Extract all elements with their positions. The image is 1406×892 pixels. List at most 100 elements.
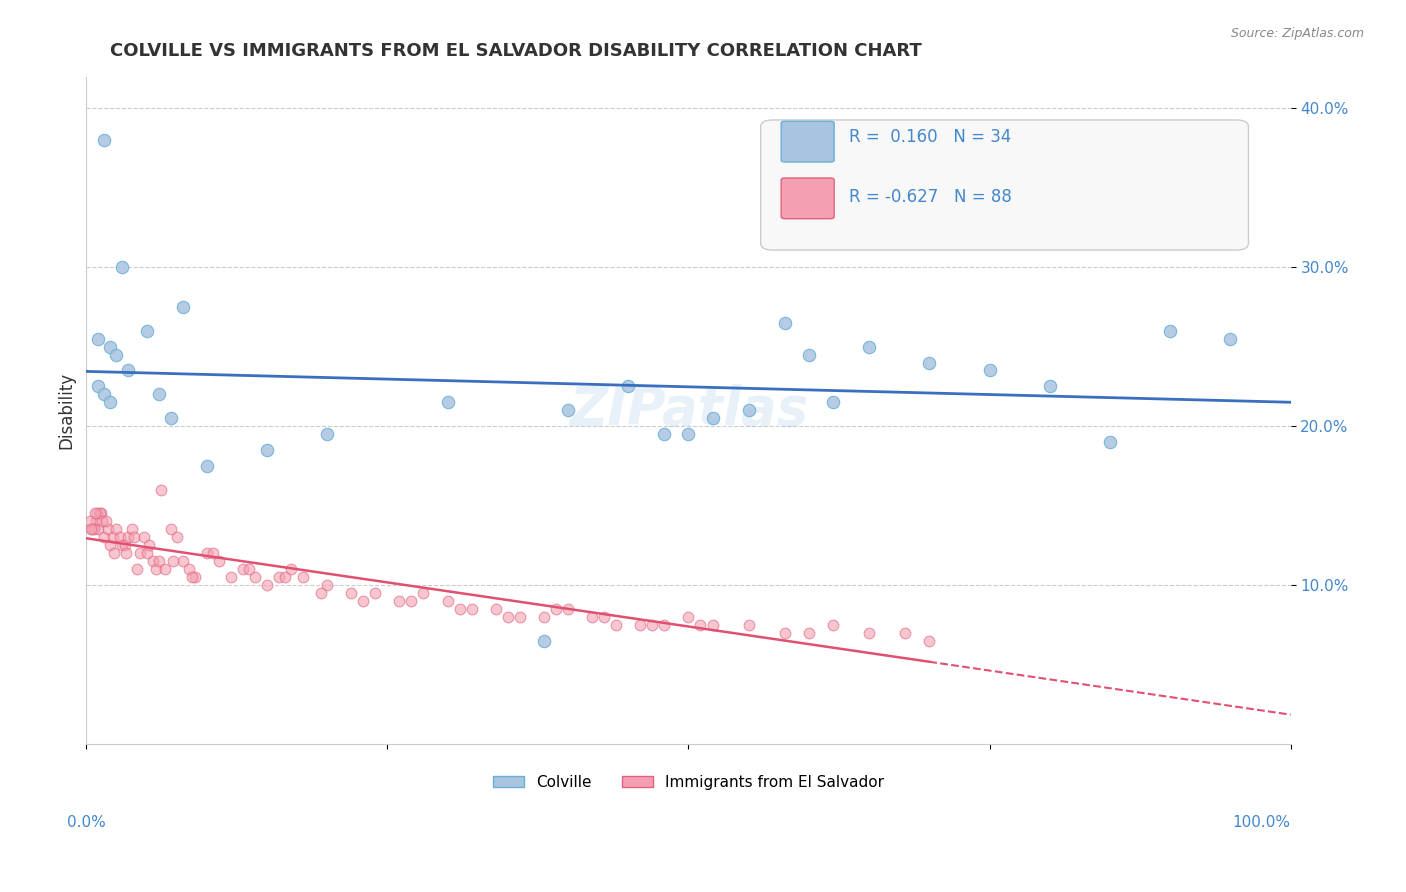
Point [449, 601, 471, 615]
Point [581, 609, 603, 624]
Point [159, 522, 181, 536]
Point [858, 625, 880, 640]
Point [316, 427, 339, 442]
Point [94, 515, 117, 529]
Point [797, 625, 820, 640]
Point [105, 348, 128, 362]
FancyBboxPatch shape [782, 121, 834, 162]
Point [352, 594, 374, 608]
Point [93, 133, 115, 147]
Point [219, 570, 242, 584]
Point [509, 609, 531, 624]
Point [132, 530, 155, 544]
Point [702, 411, 724, 425]
Point [340, 586, 363, 600]
Point [80, 522, 103, 536]
Point [105, 522, 128, 536]
Point [460, 601, 482, 615]
Point [280, 562, 302, 576]
Point [979, 363, 1001, 377]
Point [177, 562, 200, 576]
Point [1039, 379, 1062, 393]
Point [97, 522, 120, 536]
Point [436, 594, 458, 608]
Point [135, 324, 157, 338]
Point [918, 355, 941, 369]
Point [821, 617, 844, 632]
Point [172, 300, 194, 314]
Point [689, 617, 711, 632]
Point [121, 522, 143, 536]
Point [773, 625, 796, 640]
Point [436, 395, 458, 409]
Point [138, 538, 160, 552]
Point [605, 617, 627, 632]
Text: 0.0%: 0.0% [67, 815, 105, 830]
Point [101, 530, 124, 544]
Point [773, 316, 796, 330]
Point [737, 403, 759, 417]
Y-axis label: Disability: Disability [58, 372, 75, 449]
Point [162, 554, 184, 568]
Point [181, 570, 204, 584]
Point [89, 507, 111, 521]
Point [485, 601, 508, 615]
Point [117, 530, 139, 544]
Point [208, 554, 231, 568]
Point [238, 562, 260, 576]
Point [148, 387, 170, 401]
Point [149, 483, 172, 497]
Point [1219, 332, 1241, 346]
Point [103, 546, 125, 560]
Point [90, 507, 112, 521]
Point [593, 609, 616, 624]
Point [129, 546, 152, 560]
Text: COLVILLE VS IMMIGRANTS FROM EL SALVADOR DISABILITY CORRELATION CHART: COLVILLE VS IMMIGRANTS FROM EL SALVADOR … [111, 42, 922, 60]
Point [100, 395, 122, 409]
FancyBboxPatch shape [782, 178, 834, 219]
Point [243, 570, 266, 584]
Point [256, 442, 278, 457]
Point [108, 530, 131, 544]
Point [91, 515, 114, 529]
Point [737, 617, 759, 632]
Point [87, 379, 110, 393]
Text: R =  0.160   N = 34: R = 0.160 N = 34 [849, 128, 1011, 145]
Point [654, 617, 676, 632]
Point [232, 562, 254, 576]
Point [1159, 324, 1181, 338]
Point [87, 332, 110, 346]
Point [84, 515, 107, 529]
Point [117, 363, 139, 377]
Point [557, 403, 579, 417]
Point [159, 411, 181, 425]
Point [678, 427, 700, 442]
Point [858, 340, 880, 354]
Point [195, 546, 218, 560]
Point [628, 617, 651, 632]
Point [702, 617, 724, 632]
Point [412, 586, 434, 600]
Point [918, 633, 941, 648]
Point [557, 601, 579, 615]
FancyBboxPatch shape [761, 120, 1249, 250]
Point [93, 530, 115, 544]
Point [292, 570, 315, 584]
Point [153, 562, 176, 576]
Point [111, 260, 134, 275]
Point [533, 609, 555, 624]
Point [797, 348, 820, 362]
Point [821, 395, 844, 409]
Point [141, 554, 163, 568]
Point [82, 522, 104, 536]
Point [172, 554, 194, 568]
Point [1098, 434, 1121, 449]
Point [401, 594, 423, 608]
Point [86, 507, 108, 521]
Point [195, 458, 218, 473]
Point [274, 570, 297, 584]
Legend: Colville, Immigrants from El Salvador: Colville, Immigrants from El Salvador [486, 769, 890, 797]
Point [87, 522, 110, 536]
Point [544, 601, 567, 615]
Point [93, 387, 115, 401]
